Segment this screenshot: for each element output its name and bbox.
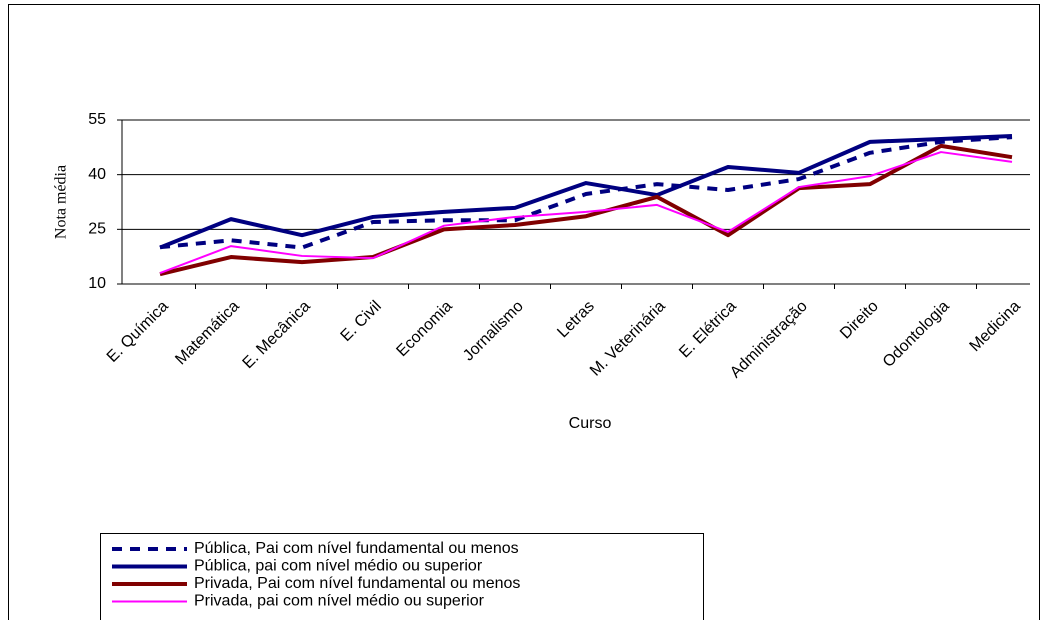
legend (100, 533, 704, 620)
x-tick-label: E. Civil (338, 298, 385, 345)
x-tick-label: Odontologia (880, 298, 953, 371)
chart-frame (8, 4, 1040, 620)
x-tick-label: E. Química (104, 298, 172, 366)
y-axis-label: Nota média (53, 165, 70, 239)
x-tick-label: Letras (554, 298, 597, 341)
x-tick-label: E. Elétrica (676, 298, 740, 362)
y-tick-label: 10 (88, 275, 106, 292)
legend-label: Pública, Pai com nível fundamental ou me… (194, 540, 519, 557)
legend-label: Privada, pai com nível médio ou superior (194, 593, 485, 610)
x-tick-label: Direito (837, 298, 882, 343)
x-tick-label: M. Veterinária (587, 298, 669, 380)
legend-label: Privada, Pai com nível fundamental ou me… (194, 575, 520, 592)
x-tick-label: E. Mecânica (240, 298, 314, 372)
x-axis-label: Curso (569, 415, 612, 432)
y-tick-label: 25 (88, 221, 106, 238)
x-tick-label: Medicina (967, 298, 1024, 355)
x-tick-label: Economia (393, 298, 455, 360)
x-tick-label: Jornalismo (460, 298, 527, 365)
y-tick-label: 40 (88, 166, 106, 183)
series-line (159, 134, 1013, 250)
x-tick-label: Matemática (172, 298, 243, 369)
series-line (159, 151, 1013, 275)
x-tick-label: Administração (727, 298, 811, 382)
series-line (159, 143, 1013, 277)
legend-label: Pública, pai com nível médio ou superior (194, 558, 483, 575)
series-line (159, 135, 1013, 250)
y-tick-label: 55 (88, 111, 106, 128)
